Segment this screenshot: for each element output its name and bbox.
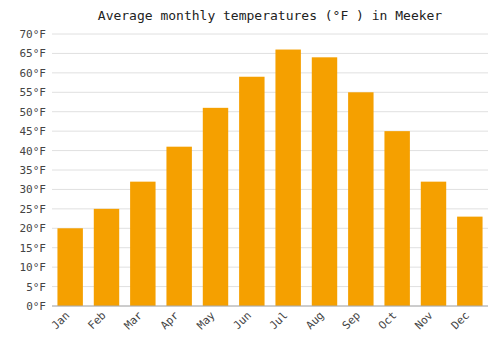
grid: [52, 34, 488, 306]
grid-line: [52, 72, 488, 73]
y-tick-label: 15°F: [20, 242, 47, 255]
y-tick-label: 55°F: [20, 86, 47, 99]
bar: [57, 228, 82, 306]
grid-line: [52, 170, 488, 171]
x-tick-label: Nov: [412, 309, 436, 333]
bar: [166, 147, 191, 306]
chart-container: 0°F 5°F 10°F 15°F 20°F 25°F 30°F 35°F 40°F 45°F 50…: [0, 0, 500, 350]
chart-svg: 0°F 5°F 10°F 15°F 20°F 25°F 30°F 35°F 40°F 45°F 50…: [0, 0, 500, 350]
bar: [94, 209, 119, 306]
x-tick-label: Oct: [376, 309, 399, 332]
grid-line: [52, 150, 488, 151]
y-tick-label: 60°F: [20, 67, 47, 80]
y-tick-label: 20°F: [20, 222, 47, 235]
y-tick-label: 0°F: [26, 300, 46, 313]
y-tick-label: 35°F: [20, 164, 47, 177]
y-tick-label: 65°F: [20, 47, 47, 60]
grid-line: [52, 306, 488, 307]
bar: [275, 50, 300, 306]
bar: [348, 92, 373, 306]
bar: [421, 182, 446, 306]
bar: [312, 57, 337, 306]
y-tick-label: 5°F: [26, 281, 46, 294]
x-tick-label: Sep: [340, 309, 363, 332]
y-tick-label: 70°F: [20, 28, 47, 41]
y-tick-label: 30°F: [20, 183, 47, 196]
grid-line: [52, 92, 488, 93]
grid-line: [52, 34, 488, 35]
x-tick-label: Jun: [231, 309, 254, 332]
bar: [203, 108, 228, 306]
x-tick-label: Dec: [449, 309, 472, 332]
x-tick-label: Feb: [85, 309, 108, 332]
bars: [57, 50, 482, 306]
x-tick-label: Apr: [158, 309, 182, 333]
x-tick-label: Aug: [303, 309, 326, 332]
grid-line: [52, 53, 488, 54]
x-tick-label: May: [194, 309, 218, 333]
grid-line: [52, 111, 488, 112]
bar: [457, 217, 482, 306]
y-tick-label: 50°F: [20, 106, 47, 119]
y-tick-label: 45°F: [20, 125, 47, 138]
title: Average monthly temperatures (°F ) in Me…: [98, 8, 443, 23]
x-axis-line: [52, 306, 488, 307]
bar: [130, 182, 155, 306]
x-tick-label: Mar: [122, 309, 146, 333]
x-tick-label: Jan: [49, 309, 72, 332]
y-tick-label: 40°F: [20, 145, 47, 158]
bar: [384, 131, 409, 306]
x-tick-label: Jul: [267, 309, 290, 332]
grid-line: [52, 131, 488, 132]
bar: [239, 77, 264, 306]
y-tick-label: 25°F: [20, 203, 47, 216]
y-tick-label: 10°F: [20, 261, 47, 274]
